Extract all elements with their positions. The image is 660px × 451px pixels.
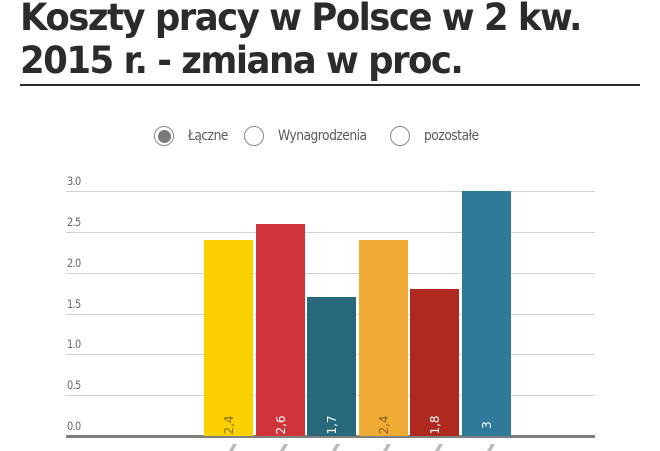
y-tick-label: 2.5 <box>67 215 81 229</box>
bar[interactable]: 2,4 <box>359 240 408 436</box>
radio-pozostale[interactable] <box>390 126 410 146</box>
x-tick-label-clipped <box>331 444 341 451</box>
y-tick-label: 3.0 <box>67 174 81 188</box>
bar-value-label: 1,8 <box>427 415 442 435</box>
bar-value-label: 3 <box>479 421 494 429</box>
bar-value-label: 2,6 <box>273 415 288 435</box>
gridline <box>66 273 595 274</box>
y-tick-label: 1.0 <box>67 337 81 351</box>
y-tick-label: 0.5 <box>67 378 81 392</box>
page-title: Koszty pracy w Polsce w 2 kw. 2015 r. - … <box>20 0 582 82</box>
option-label: Łączne <box>188 128 228 144</box>
x-tick-label-clipped <box>486 444 496 451</box>
bar[interactable]: 1,7 <box>307 297 356 436</box>
x-tick-label-clipped <box>279 444 289 451</box>
y-tick-label: 0.0 <box>67 419 81 433</box>
x-tick-label-clipped <box>434 444 444 451</box>
bar-value-label: 1,7 <box>324 415 339 435</box>
bar[interactable]: 2,4 <box>204 240 253 436</box>
bar-value-label: 2,4 <box>221 415 236 435</box>
option-label: pozostałe <box>424 128 479 144</box>
radio-laczne[interactable] <box>154 126 174 146</box>
option-laczne[interactable]: Łączne <box>154 126 244 146</box>
bar[interactable]: 3 <box>462 191 511 436</box>
bar-value-label: 2,4 <box>376 415 391 435</box>
series-selector: Łączne Wynagrodzenia pozostałe <box>154 122 516 150</box>
bar[interactable]: 2,6 <box>256 224 305 436</box>
x-axis-baseline <box>66 435 595 438</box>
gridline <box>66 232 595 233</box>
y-tick-label: 2.0 <box>67 256 81 270</box>
option-wynagrodzenia[interactable]: Wynagrodzenia <box>244 126 390 146</box>
option-label: Wynagrodzenia <box>278 128 367 144</box>
bar[interactable]: 1,8 <box>410 289 459 436</box>
x-tick-label-clipped <box>228 444 238 451</box>
y-tick-label: 1.5 <box>67 297 81 311</box>
option-pozostale[interactable]: pozostałe <box>390 126 516 146</box>
radio-wynagrodzenia[interactable] <box>244 126 264 146</box>
x-tick-label-clipped <box>382 444 392 451</box>
gridline <box>66 191 595 192</box>
title-underline <box>20 84 640 86</box>
radio-selected-dot-icon <box>157 129 171 143</box>
